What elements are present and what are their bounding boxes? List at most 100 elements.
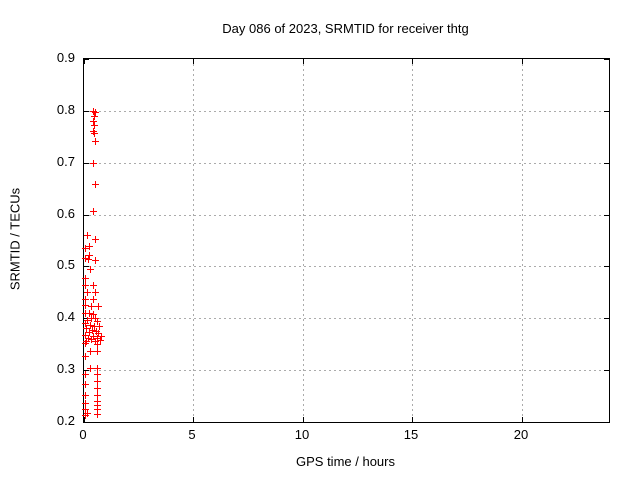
data-point <box>93 370 101 378</box>
x-tick-label: 10 <box>294 427 310 442</box>
data-point <box>91 338 99 346</box>
x-tick-mark <box>522 59 523 64</box>
grid-line-horizontal <box>84 370 609 371</box>
x-tick-mark <box>412 59 413 64</box>
data-point <box>93 348 101 355</box>
data-point <box>81 412 89 420</box>
y-tick-mark <box>604 111 609 112</box>
data-point <box>82 381 90 389</box>
data-point <box>85 252 93 259</box>
y-tick-mark <box>84 318 89 319</box>
y-tick-label: 0.9 <box>56 50 75 65</box>
y-tick-label: 0.2 <box>56 413 75 428</box>
grid-line-horizontal <box>84 215 609 216</box>
y-tick-label: 0.6 <box>56 206 75 221</box>
data-point <box>88 326 96 334</box>
data-point <box>84 289 92 297</box>
grid-line-horizontal <box>84 111 609 112</box>
y-tick-mark <box>604 215 609 216</box>
data-point <box>90 117 97 125</box>
data-point <box>92 256 100 264</box>
y-tick-mark <box>84 422 89 423</box>
data-point <box>81 406 89 413</box>
y-tick-mark <box>604 163 609 164</box>
y-tick-label: 0.7 <box>56 154 75 169</box>
data-point <box>84 256 92 264</box>
y-tick-mark <box>84 163 89 164</box>
data-point <box>90 282 97 290</box>
data-point <box>97 333 105 341</box>
y-tick-label: 0.8 <box>56 102 75 117</box>
data-point <box>90 295 97 303</box>
data-point <box>93 341 101 349</box>
data-point <box>83 232 91 240</box>
data-point <box>82 331 90 339</box>
data-point <box>87 321 95 329</box>
data-point <box>93 411 101 419</box>
data-point <box>86 364 94 372</box>
data-point <box>91 130 99 138</box>
x-tick-label: 5 <box>188 427 196 442</box>
data-point <box>91 108 99 116</box>
y-tick-label: 0.5 <box>56 257 75 272</box>
data-point <box>95 302 102 310</box>
data-point <box>91 181 99 188</box>
y-tick-label: 0.3 <box>56 361 75 376</box>
data-point <box>90 311 97 319</box>
x-tick-mark <box>193 417 194 422</box>
data-point <box>82 302 90 310</box>
data-point <box>95 323 103 331</box>
data-point <box>93 317 101 325</box>
data-point <box>88 336 95 343</box>
data-point <box>82 391 90 399</box>
data-point <box>81 245 89 253</box>
data-point <box>86 310 93 318</box>
grid-line-vertical <box>303 59 304 422</box>
y-tick-mark <box>604 59 609 60</box>
y-tick-mark <box>84 215 89 216</box>
data-point <box>90 332 97 340</box>
data-point <box>90 113 98 120</box>
data-point <box>82 295 90 303</box>
x-tick-mark <box>412 417 413 422</box>
data-point <box>93 384 101 392</box>
data-point <box>85 242 93 250</box>
grid-line-vertical <box>522 59 523 422</box>
data-point <box>90 322 98 330</box>
x-tick-mark <box>84 59 85 64</box>
data-point <box>82 370 90 378</box>
data-point <box>93 378 101 385</box>
data-point <box>90 159 97 167</box>
data-point <box>81 274 89 282</box>
data-point <box>82 339 90 347</box>
data-point <box>83 325 90 333</box>
grid-line-horizontal <box>84 266 609 267</box>
data-point <box>97 337 104 345</box>
data-point <box>84 334 92 342</box>
y-tick-label: 0.4 <box>56 309 75 324</box>
data-point <box>82 255 90 263</box>
data-point <box>91 315 99 323</box>
grid-line-horizontal <box>84 163 609 164</box>
data-point <box>82 310 90 318</box>
data-point <box>82 320 90 327</box>
grid-line-vertical <box>412 59 413 422</box>
plot-area <box>81 58 610 423</box>
x-tick-mark <box>193 59 194 64</box>
data-point <box>86 265 94 273</box>
y-tick-mark <box>84 266 89 267</box>
chart-title: Day 086 of 2023, SRMTID for receiver tht… <box>222 21 469 36</box>
data-point <box>81 282 89 290</box>
data-point <box>93 392 101 399</box>
x-tick-label: 15 <box>403 427 419 442</box>
data-point <box>82 353 90 361</box>
data-point <box>90 207 97 215</box>
data-point <box>88 314 95 322</box>
data-point <box>93 335 101 342</box>
data-point <box>93 401 101 409</box>
data-point <box>90 107 97 115</box>
data-point <box>91 235 99 243</box>
data-point <box>84 316 92 324</box>
y-tick-mark <box>84 111 89 112</box>
